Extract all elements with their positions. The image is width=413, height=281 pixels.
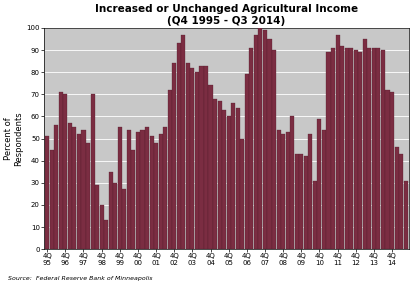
Bar	[236, 108, 240, 249]
Bar	[299, 154, 303, 249]
Bar	[131, 149, 135, 249]
Bar	[95, 185, 99, 249]
Bar	[190, 68, 195, 249]
Bar	[335, 35, 339, 249]
Bar	[199, 65, 204, 249]
Bar	[254, 35, 258, 249]
Bar	[354, 50, 358, 249]
Bar	[104, 220, 108, 249]
Bar	[59, 92, 63, 249]
Bar	[227, 116, 231, 249]
Bar	[172, 63, 176, 249]
Bar	[195, 72, 199, 249]
Bar	[399, 154, 403, 249]
Bar	[181, 35, 185, 249]
Y-axis label: Percent of
Respondents: Percent of Respondents	[4, 111, 24, 166]
Bar	[109, 172, 113, 249]
Bar	[77, 134, 81, 249]
Bar	[322, 130, 326, 249]
Bar	[204, 65, 208, 249]
Bar	[245, 74, 249, 249]
Bar	[154, 143, 158, 249]
Bar	[349, 48, 353, 249]
Bar	[81, 130, 85, 249]
Bar	[309, 134, 312, 249]
Bar	[385, 90, 389, 249]
Bar	[363, 39, 367, 249]
Bar	[277, 130, 281, 249]
Bar	[313, 181, 317, 249]
Bar	[118, 128, 122, 249]
Bar	[150, 136, 154, 249]
Bar	[358, 52, 362, 249]
Bar	[390, 92, 394, 249]
Bar	[213, 99, 217, 249]
Bar	[394, 147, 399, 249]
Bar	[259, 28, 263, 249]
Bar	[177, 44, 181, 249]
Bar	[159, 134, 163, 249]
Bar	[331, 48, 335, 249]
Bar	[404, 181, 408, 249]
Bar	[122, 189, 126, 249]
Title: Increased or Unchanged Agricultural Income
(Q4 1995 - Q3 2014): Increased or Unchanged Agricultural Inco…	[95, 4, 358, 26]
Bar	[263, 30, 267, 249]
Bar	[304, 156, 308, 249]
Bar	[281, 134, 285, 249]
Bar	[50, 149, 54, 249]
Bar	[222, 110, 226, 249]
Bar	[45, 136, 49, 249]
Bar	[54, 125, 58, 249]
Bar	[218, 101, 222, 249]
Bar	[100, 205, 104, 249]
Bar	[376, 48, 380, 249]
Bar	[72, 128, 76, 249]
Bar	[68, 123, 72, 249]
Bar	[136, 132, 140, 249]
Bar	[127, 130, 131, 249]
Text: Source:  Federal Reserve Bank of Minneapolis: Source: Federal Reserve Bank of Minneapo…	[8, 276, 153, 281]
Bar	[86, 143, 90, 249]
Bar	[295, 154, 299, 249]
Bar	[168, 90, 172, 249]
Bar	[63, 94, 67, 249]
Bar	[272, 50, 276, 249]
Bar	[318, 119, 321, 249]
Bar	[113, 183, 117, 249]
Bar	[340, 46, 344, 249]
Bar	[367, 48, 371, 249]
Bar	[290, 116, 294, 249]
Bar	[90, 94, 95, 249]
Bar	[140, 130, 145, 249]
Bar	[268, 39, 272, 249]
Bar	[249, 48, 254, 249]
Bar	[372, 48, 376, 249]
Bar	[145, 128, 149, 249]
Bar	[163, 128, 167, 249]
Bar	[344, 48, 349, 249]
Bar	[326, 52, 330, 249]
Bar	[240, 139, 244, 249]
Bar	[209, 85, 213, 249]
Bar	[381, 50, 385, 249]
Bar	[231, 103, 235, 249]
Bar	[286, 132, 290, 249]
Bar	[186, 63, 190, 249]
